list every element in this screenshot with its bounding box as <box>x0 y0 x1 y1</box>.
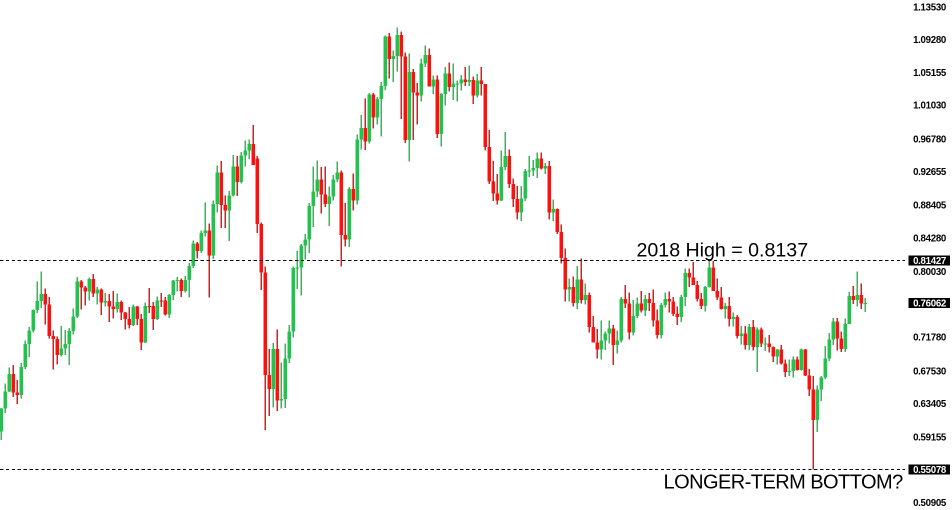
svg-text:1.01030: 1.01030 <box>913 101 946 112</box>
svg-text:0.63405: 0.63405 <box>913 399 947 410</box>
svg-text:0.80030: 0.80030 <box>913 267 946 278</box>
svg-text:0.55078: 0.55078 <box>913 465 947 476</box>
svg-text:0.67530: 0.67530 <box>913 366 946 377</box>
svg-text:0.59155: 0.59155 <box>913 433 947 444</box>
svg-text:0.81427: 0.81427 <box>913 256 946 267</box>
svg-text:1.13530: 1.13530 <box>913 3 946 14</box>
svg-text:0.76062: 0.76062 <box>913 298 946 309</box>
svg-text:1.09280: 1.09280 <box>913 35 946 46</box>
svg-text:0.96780: 0.96780 <box>913 134 946 145</box>
svg-text:2018 High = 0.8137: 2018 High = 0.8137 <box>637 239 809 261</box>
svg-text:0.84280: 0.84280 <box>913 233 946 244</box>
svg-text:0.88405: 0.88405 <box>913 201 947 212</box>
svg-text:0.71780: 0.71780 <box>913 333 946 344</box>
svg-text:0.50905: 0.50905 <box>913 498 947 509</box>
svg-text:1.05155: 1.05155 <box>913 68 947 79</box>
svg-text:0.92655: 0.92655 <box>913 167 947 178</box>
svg-text:LONGER-TERM BOTTOM?: LONGER-TERM BOTTOM? <box>664 472 904 494</box>
